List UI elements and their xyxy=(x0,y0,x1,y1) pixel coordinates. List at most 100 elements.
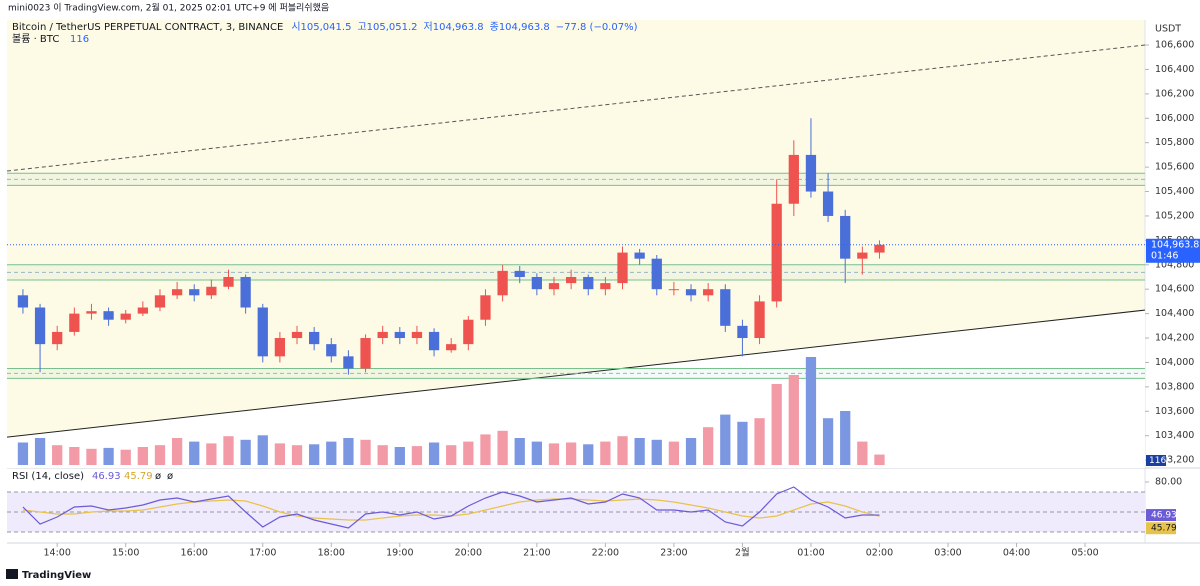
x-tick-label: 20:00 xyxy=(455,548,482,559)
candle-body xyxy=(531,276,542,290)
candle-body xyxy=(737,325,748,339)
rsi-title: RSI (14, close) xyxy=(12,471,84,482)
candle-body xyxy=(137,307,148,314)
volume-bar xyxy=(154,445,166,465)
plot xyxy=(6,44,1146,468)
candle-body xyxy=(583,276,594,290)
candle-body xyxy=(600,283,611,290)
last-price-box xyxy=(1146,238,1200,263)
volume-bar xyxy=(737,421,748,465)
x-tick-label: 21:00 xyxy=(523,548,550,559)
countdown: 01:46 xyxy=(1151,250,1178,261)
x-tick-label: 01:00 xyxy=(797,548,824,559)
x-tick-label: 15:00 xyxy=(112,548,139,559)
candle-body xyxy=(788,154,799,204)
candle-body xyxy=(446,344,457,351)
volume-bar xyxy=(377,445,388,465)
candle-body xyxy=(154,295,166,308)
volume-bar xyxy=(343,438,354,465)
volume-bar xyxy=(771,384,782,465)
x-tick-label: 19:00 xyxy=(386,548,413,559)
volume-bar xyxy=(583,444,594,465)
volume-title: 볼륨 · BTC xyxy=(12,33,59,45)
x-tick-label: 2월 xyxy=(735,547,750,559)
x-tick-label: 18:00 xyxy=(318,548,345,559)
candle-body xyxy=(257,307,268,357)
candle-body xyxy=(874,244,885,253)
candle-body xyxy=(634,252,645,259)
candle-body xyxy=(514,270,525,277)
candle-body xyxy=(463,319,474,345)
candle-body xyxy=(377,331,388,339)
candle-body xyxy=(651,258,662,290)
y-tick-label: 105,600 xyxy=(1155,162,1194,173)
candle-body xyxy=(326,344,337,357)
volume-bar xyxy=(480,434,491,465)
x-tick-label: 16:00 xyxy=(181,548,208,559)
volume-bar xyxy=(326,441,337,465)
volume-bar xyxy=(668,441,680,465)
logo xyxy=(6,569,18,579)
y-tick-label: 106,000 xyxy=(1155,113,1194,124)
y-tick-label: 105,200 xyxy=(1155,210,1194,221)
volume-box xyxy=(1146,455,1166,466)
x-tick-label: 22:00 xyxy=(592,548,619,559)
volume-bar xyxy=(52,445,63,465)
ohlc-value: 고105,051.2 xyxy=(357,22,417,33)
candle-body xyxy=(805,154,817,192)
candle-body xyxy=(309,331,320,345)
candle-body xyxy=(754,301,765,339)
volume-bar xyxy=(206,443,217,465)
candle-body xyxy=(668,289,680,291)
currency: USDT xyxy=(1155,24,1181,35)
volume-bar xyxy=(805,357,817,465)
candle-body xyxy=(86,311,97,314)
volume-bar xyxy=(703,427,714,465)
candle-body xyxy=(103,311,114,320)
candle-body xyxy=(497,270,508,296)
y-tick-label: 106,600 xyxy=(1155,40,1194,51)
rsi-extra: ø xyxy=(167,471,173,482)
volume-bar xyxy=(548,443,560,465)
volume-bar xyxy=(685,438,697,465)
candle-body xyxy=(291,331,303,339)
candle-body xyxy=(52,331,63,345)
volume-bar xyxy=(171,438,183,465)
volume-bar xyxy=(120,449,131,465)
candle-body xyxy=(703,289,714,296)
y-tick-label: 103,600 xyxy=(1155,406,1194,417)
volume-bar xyxy=(411,446,423,465)
channel-below xyxy=(7,310,1145,468)
volume-value: 116 xyxy=(70,34,89,45)
brand: TradingView xyxy=(22,570,91,581)
candle-body xyxy=(771,203,782,302)
y-tick-label: 104,000 xyxy=(1155,357,1194,368)
rsi-extra: ø xyxy=(155,471,161,482)
candle-body xyxy=(34,307,46,345)
candle-body xyxy=(223,276,234,287)
candle-body xyxy=(171,289,183,296)
candle-body xyxy=(480,295,491,320)
volume-bar xyxy=(463,441,474,465)
volume-bar xyxy=(754,418,765,465)
candle-body xyxy=(617,252,628,284)
rsi-ma-box xyxy=(1146,522,1176,535)
volume-bar xyxy=(86,448,97,465)
last-price-label: 104,963.8 xyxy=(1151,239,1199,250)
volume-bar xyxy=(617,436,628,465)
x-tick-label: 04:00 xyxy=(1003,548,1030,559)
candle-body xyxy=(840,215,851,259)
symbol: Bitcoin / TetherUS PERPETUAL CONTRACT, 3… xyxy=(12,22,283,33)
x-tick-label: 02:00 xyxy=(866,548,893,559)
y-tick-label: 104,600 xyxy=(1155,284,1194,295)
volume-bar xyxy=(720,414,731,465)
candle-body xyxy=(565,276,577,284)
volume-bar xyxy=(394,447,405,465)
volume-bar xyxy=(137,447,148,465)
x-tick-label: 14:00 xyxy=(43,548,70,559)
candle-body xyxy=(360,338,371,369)
volume-bar xyxy=(103,447,114,465)
y-tick-label: 104,200 xyxy=(1155,333,1194,344)
volume-bar xyxy=(651,439,662,465)
rsi-tick-label: 80.00 xyxy=(1155,477,1182,488)
